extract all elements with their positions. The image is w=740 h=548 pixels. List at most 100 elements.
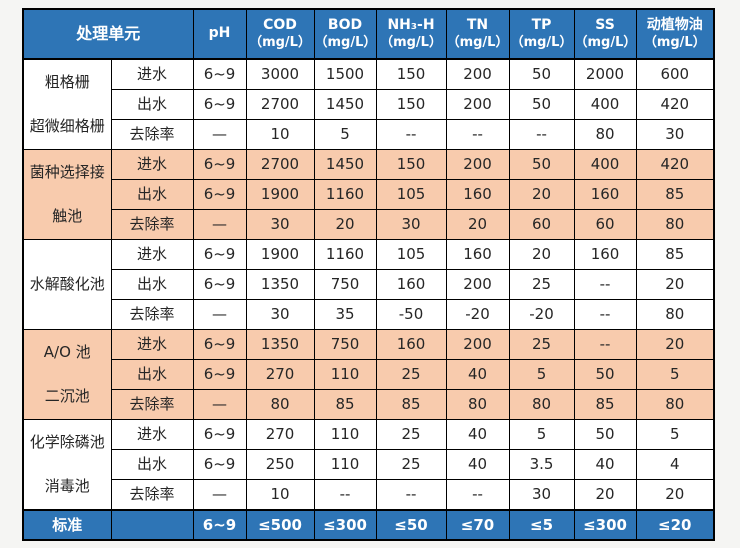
value-cell: 85 xyxy=(313,389,377,420)
row-type-label: 出水 xyxy=(110,89,194,120)
table-row: 出水 6~9 1350 750 160 200 25 -- 20 xyxy=(23,269,715,300)
group-name-stack: A/O 池 二沉池 xyxy=(24,331,110,419)
value-cell: 85 xyxy=(635,239,715,270)
col-header-oil-unit: （mg/L） xyxy=(643,34,706,50)
value-cell: 80 xyxy=(445,389,510,420)
value-cell: 25 xyxy=(508,329,575,360)
col-header-tn-label: TN xyxy=(466,17,489,34)
col-header-bod-unit: （mg/L） xyxy=(314,34,377,50)
group-name-line: 触池 xyxy=(52,207,83,226)
value-cell: 4 xyxy=(635,449,715,480)
col-header-cod-label: COD xyxy=(263,17,297,34)
value-cell: 6~9 xyxy=(192,359,247,390)
value-cell: 2000 xyxy=(573,58,637,90)
value-cell: 20 xyxy=(635,329,715,360)
value-cell: 80 xyxy=(635,299,715,330)
value-cell: 20 xyxy=(635,479,715,511)
value-cell: 160 xyxy=(375,329,447,360)
row-type-label: 去除率 xyxy=(110,119,194,150)
value-cell: 20 xyxy=(508,179,575,210)
value-cell: 50 xyxy=(508,89,575,120)
value-cell: 25 xyxy=(508,269,575,300)
group-name-stack: 水解酸化池 xyxy=(24,241,110,329)
table-header: 处理单元 pH COD （mg/L） BOD （mg/L） NH₃-H （mg/L） … xyxy=(22,8,715,60)
value-cell: -- xyxy=(375,479,447,511)
value-cell: 80 xyxy=(573,119,637,150)
group-name-line: 消毒池 xyxy=(44,477,90,496)
col-header-nh3h: NH₃-H （mg/L） xyxy=(375,8,447,60)
standard-value-cell: ≤5 xyxy=(508,509,575,541)
value-cell: 2700 xyxy=(245,149,315,180)
col-header-cod: COD （mg/L） xyxy=(245,8,315,60)
standard-label: 标准 xyxy=(22,509,112,541)
table-row: A/O 池 二沉池 进水 6~9 1350 750 160 200 25 -- … xyxy=(22,329,715,420)
col-header-bod: BOD （mg/L） xyxy=(313,8,377,60)
value-cell: 160 xyxy=(445,239,510,270)
value-cell: 25 xyxy=(375,359,447,390)
value-cell: 50 xyxy=(573,359,637,390)
col-header-treatment-unit: 处理单元 xyxy=(22,8,194,60)
value-cell: 270 xyxy=(245,419,315,450)
row-type-label: 去除率 xyxy=(110,389,194,420)
row-type-label: 进水 xyxy=(110,419,194,450)
value-cell: 3.5 xyxy=(508,449,575,480)
row-type-label: 进水 xyxy=(110,239,194,270)
col-header-oil-label: 动植物油 xyxy=(646,17,703,34)
value-cell: 160 xyxy=(375,269,447,300)
standard-value-cell: ≤20 xyxy=(635,509,715,541)
table-row: 出水 6~9 2700 1450 150 200 50 400 420 xyxy=(23,89,715,120)
table-row: 去除率 — 80 85 85 80 80 85 80 xyxy=(23,389,715,420)
row-type-label: 进水 xyxy=(110,329,194,360)
col-header-ss: SS （mg/L） xyxy=(573,8,637,60)
value-cell: 20 xyxy=(573,479,637,511)
group-name-cell: 菌种选择接 触池 xyxy=(22,149,112,240)
group-name-cell: A/O 池 二沉池 xyxy=(22,329,112,420)
group-name-line: 二沉池 xyxy=(44,387,90,406)
value-cell: 30 xyxy=(635,119,715,150)
value-cell: 1350 xyxy=(245,269,315,300)
table-row: 化学除磷池 消毒池 进水 6~9 270 110 25 40 5 50 5 xyxy=(22,419,715,511)
standard-value-cell: ≤50 xyxy=(375,509,447,541)
value-cell: 40 xyxy=(445,449,510,480)
value-cell: 1350 xyxy=(245,329,315,360)
value-cell: — xyxy=(192,209,247,240)
row-type-label: 出水 xyxy=(110,449,194,480)
value-cell: 110 xyxy=(313,359,377,390)
row-type-label: 进水 xyxy=(110,58,194,90)
value-cell: 270 xyxy=(245,359,315,390)
value-cell: 1900 xyxy=(245,239,315,270)
group-name-line: 水解酸化池 xyxy=(29,275,105,294)
group-name-line: 化学除磷池 xyxy=(29,433,105,452)
table-row: 去除率 — 10 5 -- -- -- 80 30 xyxy=(23,119,715,150)
value-cell: 25 xyxy=(375,449,447,480)
value-cell: 1160 xyxy=(313,239,377,270)
value-cell: 30 xyxy=(375,209,447,240)
value-cell: 6~9 xyxy=(192,58,247,90)
row-type-label: 去除率 xyxy=(110,479,194,511)
value-cell: 30 xyxy=(245,299,315,330)
col-header-ph: pH xyxy=(192,8,247,60)
value-cell: 5 xyxy=(635,359,715,390)
col-header-nh3h-unit: （mg/L） xyxy=(380,34,442,50)
value-cell: 6~9 xyxy=(192,449,247,480)
standard-value-cell: 6~9 xyxy=(192,509,247,541)
value-cell: 6~9 xyxy=(192,239,247,270)
col-header-tp: TP （mg/L） xyxy=(508,8,575,60)
value-cell: -- xyxy=(573,269,637,300)
group-name-cell: 粗格栅 超微细格栅 xyxy=(22,58,112,150)
col-header-ss-unit: （mg/L） xyxy=(574,34,637,50)
row-type-label: 去除率 xyxy=(110,209,194,240)
value-cell: 400 xyxy=(573,89,637,120)
row-type-label: 出水 xyxy=(110,359,194,390)
value-cell: 6~9 xyxy=(192,179,247,210)
group-name-cell: 水解酸化池 xyxy=(22,239,112,330)
table-row: 出水 6~9 250 110 25 40 3.5 40 4 xyxy=(23,449,715,480)
value-cell: 5 xyxy=(508,359,575,390)
col-header-ss-label: SS xyxy=(595,17,615,34)
treatment-table-container: 处理单元 pH COD （mg/L） BOD （mg/L） NH₃-H （mg/L） … xyxy=(22,8,716,541)
value-cell: 160 xyxy=(573,239,637,270)
value-cell: 35 xyxy=(313,299,377,330)
value-cell: 5 xyxy=(635,419,715,450)
value-cell: 200 xyxy=(445,89,510,120)
value-cell: 60 xyxy=(508,209,575,240)
